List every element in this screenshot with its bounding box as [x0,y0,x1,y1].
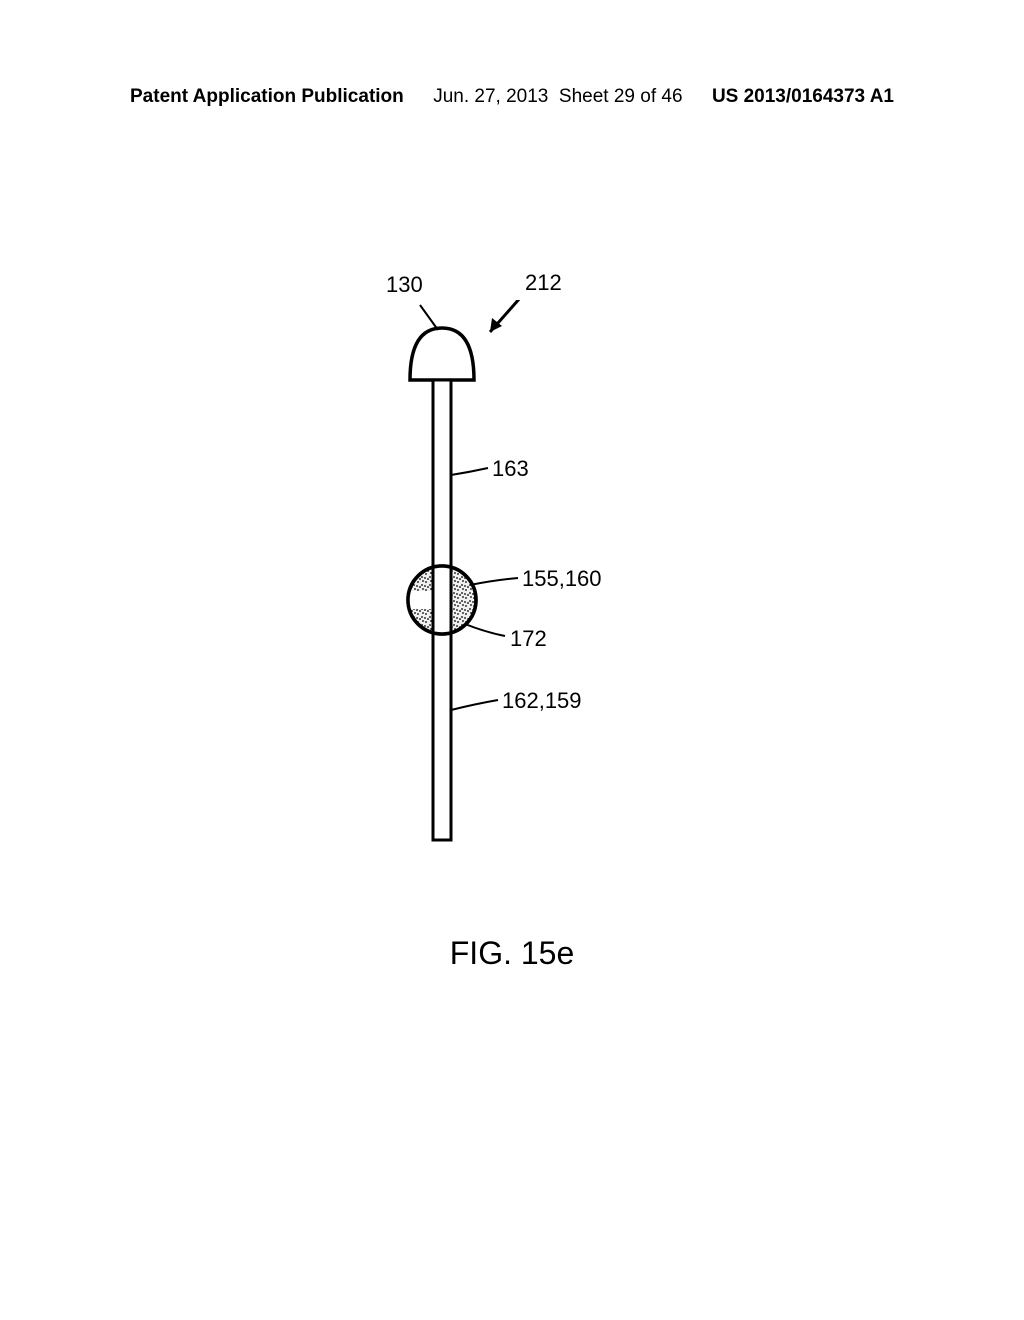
figure-area: 130 212 163 155,160 172 162,159 [0,300,1024,1000]
cross-horizontal [408,591,452,609]
header-pub-number: US 2013/0164373 A1 [712,86,894,108]
label-172: 172 [510,626,547,652]
label-162-159: 162,159 [502,688,582,714]
patent-diagram: 130 212 163 155,160 172 162,159 [320,300,720,900]
dome-cap [410,328,474,380]
leader-130 [420,305,438,330]
label-212: 212 [525,270,562,296]
label-130: 130 [386,272,423,298]
label-163: 163 [492,456,529,482]
label-155-160: 155,160 [522,566,602,592]
leader-155-160 [470,578,518,585]
header-date-sheet: Jun. 27, 2013 Sheet 29 of 46 [433,86,682,108]
header-pub-label: Patent Application Publication [130,86,404,108]
leader-163 [451,468,488,475]
figure-caption: FIG. 15e [0,935,1024,972]
leader-172 [465,624,505,636]
header-date: Jun. 27, 2013 [433,86,548,107]
leader-162-159 [451,700,498,710]
header-sheet: Sheet 29 of 46 [559,86,683,107]
page-header: Patent Application Publication Jun. 27, … [0,86,1024,108]
